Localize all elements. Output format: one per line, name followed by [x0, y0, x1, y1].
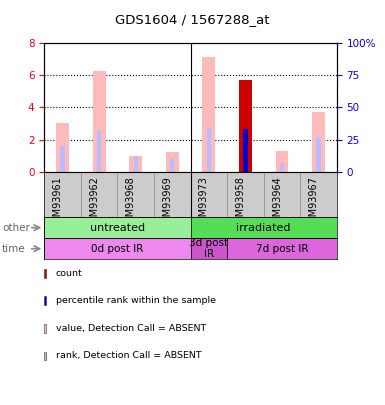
Text: other: other	[2, 223, 30, 232]
Bar	[170, 159, 174, 172]
Bar	[239, 80, 252, 172]
Bar	[191, 217, 337, 238]
Text: 3d post
IR: 3d post IR	[189, 238, 228, 260]
Text: GSM93962: GSM93962	[89, 177, 99, 229]
Text: 0d post IR: 0d post IR	[91, 244, 144, 254]
Text: GSM93958: GSM93958	[236, 177, 246, 229]
Text: GSM93973: GSM93973	[199, 177, 209, 229]
Bar	[243, 129, 248, 172]
Bar	[280, 163, 284, 172]
Text: GSM93961: GSM93961	[53, 177, 62, 229]
Text: GSM93969: GSM93969	[162, 177, 172, 229]
Bar	[56, 124, 69, 172]
Bar	[166, 152, 179, 172]
Text: value, Detection Call = ABSENT: value, Detection Call = ABSENT	[56, 324, 206, 333]
Text: time: time	[2, 244, 25, 254]
Text: untreated: untreated	[90, 223, 145, 232]
Text: GSM93964: GSM93964	[272, 177, 282, 229]
Bar	[60, 146, 65, 172]
Text: percentile rank within the sample: percentile rank within the sample	[56, 296, 216, 305]
Text: 7d post IR: 7d post IR	[256, 244, 308, 254]
Bar	[97, 130, 101, 172]
Bar	[191, 238, 227, 259]
Bar	[312, 112, 325, 172]
Text: GDS1604 / 1567288_at: GDS1604 / 1567288_at	[115, 13, 270, 26]
Bar	[93, 71, 105, 172]
Text: GSM93968: GSM93968	[126, 177, 136, 229]
Text: rank, Detection Call = ABSENT: rank, Detection Call = ABSENT	[56, 352, 201, 360]
Text: GSM93967: GSM93967	[309, 177, 319, 229]
Bar	[276, 151, 288, 172]
Bar	[203, 57, 215, 172]
Bar	[44, 238, 191, 259]
Bar	[129, 156, 142, 172]
Text: count: count	[56, 269, 82, 278]
Bar	[44, 217, 191, 238]
Bar	[134, 156, 138, 172]
Bar	[227, 238, 337, 259]
Text: irradiated: irradiated	[236, 223, 291, 232]
Bar	[207, 127, 211, 172]
Bar	[316, 137, 321, 172]
